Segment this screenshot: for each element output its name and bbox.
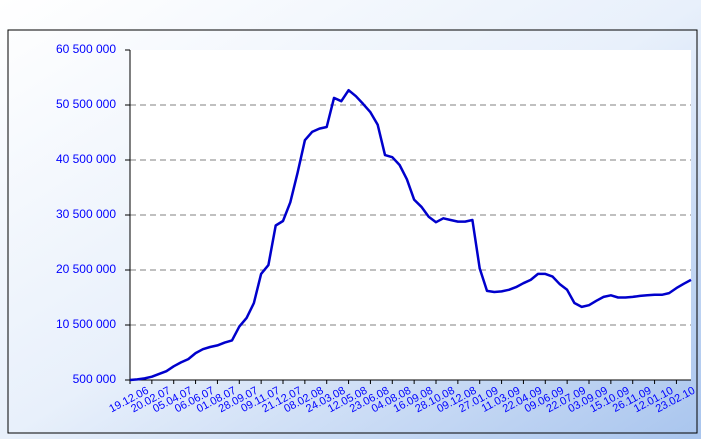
y-tick-label: 50 500 000 [56, 97, 116, 111]
y-tick-label: 20 500 000 [56, 262, 116, 276]
y-tick-label: 30 500 000 [56, 207, 116, 221]
y-tick-label: 60 500 000 [56, 42, 116, 56]
y-tick-label: 500 000 [73, 372, 117, 386]
line-series [129, 88, 692, 382]
y-tick-label: 40 500 000 [56, 152, 116, 166]
y-tick-label: 10 500 000 [56, 317, 116, 331]
chart-border [7, 29, 698, 434]
